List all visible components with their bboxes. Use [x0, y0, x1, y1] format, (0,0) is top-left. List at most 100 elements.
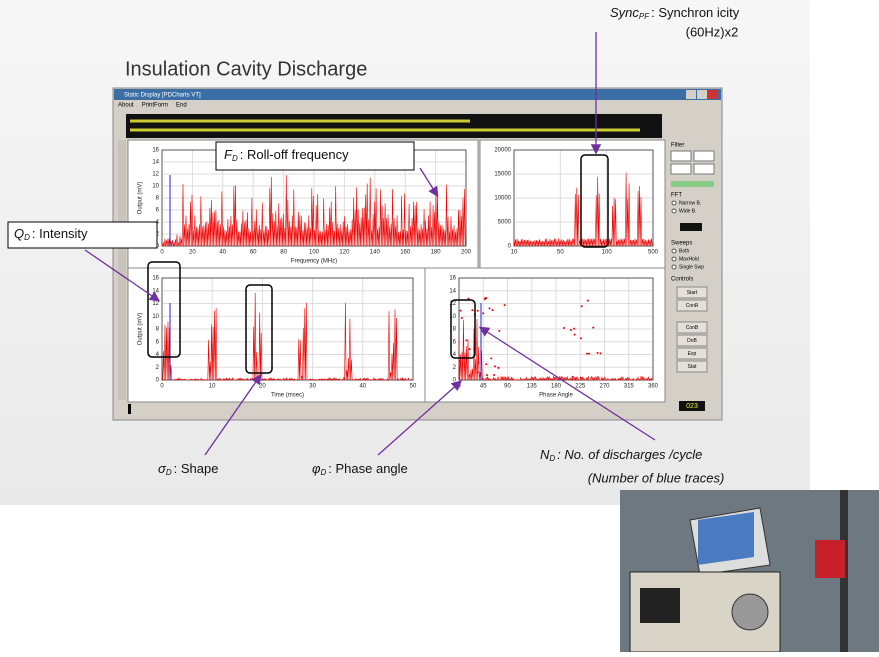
scatter-dot: [477, 310, 479, 312]
button-label: DoB: [687, 338, 697, 344]
equipment-photo: [620, 490, 879, 652]
button-label: ConB: [686, 325, 699, 331]
x-tick-label: 40: [219, 250, 226, 256]
x-tick-label: 30: [309, 384, 316, 390]
scatter-dot: [588, 353, 590, 355]
plot-panel: [128, 268, 425, 402]
scatter-dot: [469, 348, 471, 350]
annotation-text: : Shape: [174, 461, 219, 476]
annotation-subscript: D: [549, 454, 555, 463]
x-tick-label: 10: [209, 384, 216, 390]
x-axis-label: Frequency (MHz): [291, 259, 337, 265]
radio: [672, 201, 676, 205]
page: Insulation Cavity Discharge Static Displ…: [0, 0, 879, 652]
x-tick-label: 45: [480, 384, 487, 390]
radio: [672, 209, 676, 213]
y-tick-label: 14: [449, 288, 456, 294]
annotation-text: : Phase angle: [328, 461, 408, 476]
y-tick-label: 14: [152, 288, 159, 294]
radio: [672, 257, 676, 261]
scatter-dot: [563, 327, 565, 329]
y-tick-label: 16: [152, 148, 159, 154]
radio: [672, 249, 676, 253]
annotation-subscript: PF: [639, 12, 650, 21]
input-box: [694, 151, 714, 161]
window-title: Static Display [PDCharts VT]: [124, 93, 201, 99]
x-tick-label: 100: [309, 250, 320, 256]
progress: [671, 181, 714, 187]
x-tick-label: 180: [551, 384, 562, 390]
x-tick-label: 270: [599, 384, 610, 390]
annotation-symbol: Sync: [610, 5, 639, 20]
x-tick-label: 90: [504, 384, 511, 390]
scatter-dot: [478, 362, 480, 364]
menu-bar: AboutPrintFormEnd: [118, 103, 187, 109]
x-tick-label: 200: [461, 250, 472, 256]
scatter-dot: [471, 309, 473, 311]
scatter-dot: [486, 374, 488, 376]
x-tick-label: 160: [400, 250, 411, 256]
scatter-dot: [574, 334, 576, 336]
input-box: [671, 164, 691, 174]
y-tick-label: 10000: [494, 196, 511, 202]
x-tick-label: 80: [280, 250, 287, 256]
annotation-line2: (Number of blue traces): [588, 470, 725, 485]
scatter-dot: [492, 309, 494, 311]
annotation-subscript: D: [232, 154, 238, 163]
menu-item: About: [118, 103, 134, 109]
x-axis-label: Time (msec): [271, 393, 304, 399]
scatter-dot: [504, 304, 506, 306]
status-text-bar: [126, 114, 662, 138]
scatter-dot: [592, 327, 594, 329]
scatter-dot: [581, 305, 583, 307]
y-tick-label: 15000: [494, 172, 511, 178]
annotation-subscript: D: [24, 233, 30, 242]
input-box: [694, 164, 714, 174]
scatter-dot: [489, 307, 491, 309]
scatter-dot: [485, 363, 487, 365]
scatter-dot: [497, 367, 499, 369]
analyzer-screen: [640, 588, 680, 623]
x-tick-label: 10: [511, 250, 518, 256]
option-label: Narrow B.: [679, 200, 701, 206]
x-tick-label: 500: [648, 250, 659, 256]
option-label: Both: [679, 248, 690, 254]
x-tick-label: 50: [557, 250, 564, 256]
scatter-dot: [490, 357, 492, 359]
scatter-dot: [498, 330, 500, 332]
title-bar: [114, 89, 721, 100]
y-tick-label: 10: [152, 314, 159, 320]
group-label: Sweeps: [671, 241, 692, 247]
x-tick-label: 60: [250, 250, 257, 256]
y-tick-label: 16: [449, 276, 456, 282]
scatter-dot: [485, 297, 487, 299]
menu-item: PrintForm: [142, 103, 168, 109]
scatter-dot: [573, 328, 575, 330]
annotation: FD: Roll-off frequency: [224, 147, 349, 163]
x-tick-label: 120: [339, 250, 350, 256]
scroll-marker: [128, 404, 131, 414]
close-button: [708, 90, 718, 99]
scatter-dot: [597, 352, 599, 354]
x-axis-label: Phase Angle: [539, 393, 573, 399]
group-label: Filter: [671, 143, 684, 149]
annotation-symbol: Q: [14, 226, 24, 241]
option-label: Single Swp: [679, 264, 704, 270]
y-axis-label: Output (mV): [138, 182, 144, 215]
annotation-subscript: D: [166, 468, 172, 477]
scatter-dot: [570, 329, 572, 331]
group-label: FFT: [671, 193, 682, 199]
display: [680, 223, 702, 231]
annotation-text: : Roll-off frequency: [240, 147, 349, 162]
scatter-dot: [580, 377, 582, 379]
x-tick-label: 225: [575, 384, 586, 390]
annotation: ND: No. of discharges /cycle: [540, 447, 702, 463]
scatter-dot: [572, 376, 574, 378]
y-tick-label: 14: [152, 160, 159, 166]
button-label: Stat: [688, 364, 698, 370]
scatter-dot: [493, 374, 495, 376]
slide-title: Insulation Cavity Discharge: [125, 58, 367, 80]
annotation-text: : Intensity: [32, 226, 88, 241]
max-button: [697, 90, 707, 99]
scatter-dot: [461, 317, 463, 319]
